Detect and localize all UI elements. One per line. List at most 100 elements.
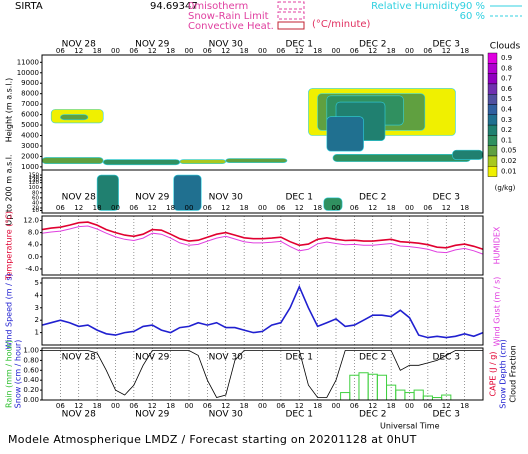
y2-tick-label: 120	[29, 180, 40, 186]
day-label: NOV 28	[62, 410, 96, 420]
y-tick-label: 5	[35, 279, 39, 287]
y-tick-label: 0.0	[28, 253, 39, 261]
cloud-cell	[332, 154, 472, 162]
x-tick-label: 12	[295, 47, 304, 55]
panel-frame	[41, 277, 484, 346]
y-tick-label: -4.0	[25, 265, 39, 273]
colorbar-box	[487, 155, 498, 167]
day-label: NOV 30	[209, 410, 243, 420]
y-axis-title: Height (m a.s.l.)	[5, 78, 14, 143]
day-label: DEC 2	[359, 410, 387, 420]
x-tick-label: 18	[313, 47, 322, 55]
day-label: DEC 2	[359, 193, 387, 203]
data-line	[42, 350, 483, 398]
panel-frame	[41, 347, 484, 401]
x-tick-label: 12	[368, 204, 377, 212]
y-tick-label: 2000	[21, 152, 39, 160]
y-axis-title-right: CAPE (J / g)	[489, 352, 498, 397]
legend-rh-level: 90 %	[460, 1, 485, 12]
x-tick-label: 18	[166, 402, 175, 410]
colorbar-label: 0.6	[501, 85, 513, 93]
x-tick-label: 12	[148, 47, 157, 55]
y2-tick-label: 60	[32, 195, 39, 201]
day-label: DEC 3	[433, 410, 461, 420]
y-tick-label: 7000	[21, 100, 39, 108]
x-tick-label: 18	[387, 204, 396, 212]
colorbar-label: 0.02	[501, 157, 517, 165]
cloud-cell	[323, 197, 343, 211]
coordinate: 94.69347	[150, 1, 198, 12]
x-tick-label: 06	[350, 47, 359, 55]
x-tick-label: 18	[93, 402, 102, 410]
x-tick-label: 06	[276, 402, 285, 410]
colorbar-unit: (g/kg)	[495, 184, 516, 192]
rain-bar	[358, 372, 369, 401]
y2-tick-label: 40	[32, 200, 39, 206]
y-tick-label: 3000	[21, 142, 39, 150]
data-line	[41, 284, 484, 339]
y-axis-title: Up to 200 m a.s.l.	[5, 154, 14, 225]
y-tick-label: 1	[35, 329, 39, 337]
cloud-cell	[96, 174, 119, 211]
x-tick-label: 06	[129, 47, 138, 55]
data-line	[41, 225, 484, 255]
y-axis-title: Snow (cm / hour)	[14, 340, 23, 409]
y2-tick-label: 150	[29, 173, 40, 179]
colorbar-box	[487, 135, 498, 146]
day-label: DEC 1	[286, 40, 314, 50]
day-label: DEC 2	[359, 40, 387, 50]
legend-snow-rain: Snow-Rain Limit	[188, 11, 269, 22]
cloud-cell	[452, 149, 484, 160]
y-tick-label: 1000	[21, 163, 39, 171]
colorbar-box	[487, 145, 498, 157]
x-tick-label: 00	[185, 204, 194, 212]
x-tick-label: 06	[276, 204, 285, 212]
x-tick-label: 06	[350, 204, 359, 212]
panel-frame	[41, 215, 484, 276]
legend-box	[277, 21, 305, 30]
colorbar-box	[487, 63, 498, 74]
x-tick-label: 18	[460, 47, 469, 55]
colorbar-label: 0.05	[501, 147, 517, 155]
y-tick-label: 0.20	[23, 386, 39, 394]
y-tick-label: 0.80	[23, 356, 39, 364]
y-tick-label: 10000	[17, 69, 39, 77]
x-tick-label: 12	[148, 204, 157, 212]
station: SIRTA	[15, 1, 43, 12]
day-label: DEC 1	[286, 410, 314, 420]
y-axis-title-right: Snow Depth (cm)	[499, 339, 508, 408]
cloud-cell	[41, 157, 104, 165]
x-tick-label: 00	[405, 204, 414, 212]
cloud-cell	[326, 116, 364, 152]
x-tick-label: 06	[276, 47, 285, 55]
colorbar-box	[487, 83, 498, 95]
x-tick-label: 12	[295, 402, 304, 410]
y2-tick-label: 10	[32, 208, 39, 214]
day-label: NOV 29	[135, 410, 169, 420]
colorbar-label: 0.5	[501, 95, 512, 103]
colorbar-label: 0.4	[501, 106, 513, 114]
y-tick-label: 11000	[17, 58, 39, 66]
x-tick-label: 00	[111, 47, 120, 55]
rain-bar	[413, 389, 424, 401]
x-tick-label: 12	[442, 402, 451, 410]
x-tick-label: 12	[442, 47, 451, 55]
cloud-cell	[179, 159, 227, 165]
x-tick-label: 00	[111, 204, 120, 212]
x-tick-label: 00	[258, 204, 267, 212]
x-tick-label: 18	[240, 204, 249, 212]
y-tick-label: 4000	[21, 132, 39, 140]
data-line	[41, 221, 484, 251]
x-tick-label: 18	[166, 204, 175, 212]
x-tick-label: 00	[185, 402, 194, 410]
x-tick-label: 06	[129, 204, 138, 212]
x-tick-label: 18	[240, 47, 249, 55]
day-label: NOV 28	[62, 40, 96, 50]
colorbar-label: 0.3	[501, 116, 512, 124]
colorbar-box	[487, 73, 498, 85]
x-tick-label: 00	[332, 402, 341, 410]
x-tick-label: 12	[221, 204, 230, 212]
y-axis-title: Wind Speed (m / s)	[5, 273, 14, 349]
y-tick-label: 8000	[21, 90, 39, 98]
y-tick-label: 3	[35, 304, 39, 312]
